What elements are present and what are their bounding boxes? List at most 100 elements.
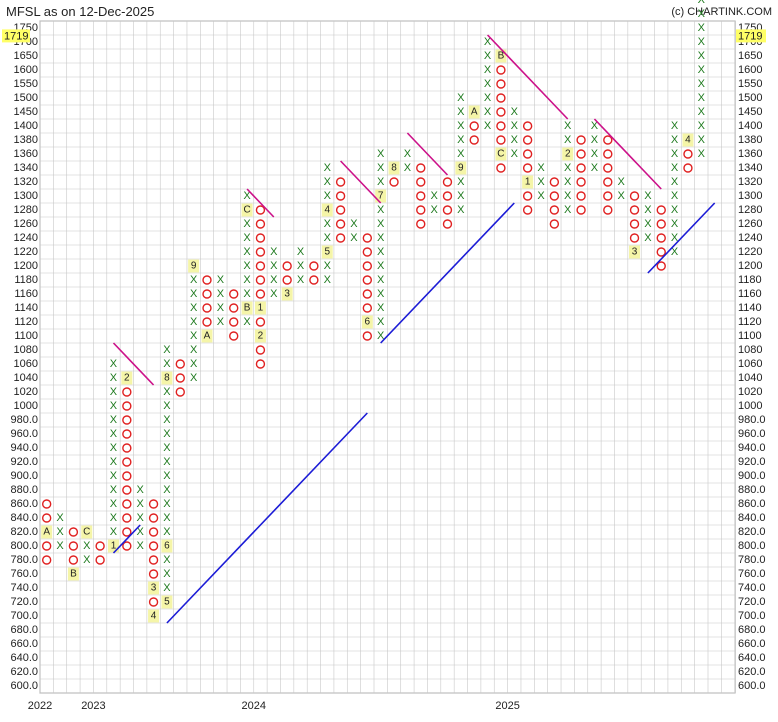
- o-mark: [496, 65, 506, 75]
- month-marker: A: [204, 331, 211, 342]
- month-marker: 4: [685, 135, 691, 146]
- pnf-column-22: [335, 177, 346, 243]
- month-marker-box: [468, 105, 480, 119]
- month-marker-box: [107, 539, 119, 553]
- support-trendline: [647, 202, 716, 274]
- o-mark: [656, 205, 666, 215]
- o-mark: [255, 247, 266, 257]
- o-mark: [603, 205, 613, 215]
- month-marker: 5: [324, 247, 330, 258]
- month-marker-box: [121, 371, 133, 385]
- x-mark: X: [217, 288, 225, 300]
- x-mark: X: [324, 260, 332, 272]
- x-mark: X: [484, 106, 492, 118]
- x-mark: X: [457, 204, 465, 216]
- x-mark: X: [511, 134, 519, 146]
- y-tick-label-right: 1180: [738, 274, 762, 286]
- x-mark: X: [190, 330, 198, 342]
- x-mark: X: [324, 176, 332, 188]
- o-mark: [148, 597, 159, 607]
- x-mark: X: [83, 540, 91, 552]
- month-marker-box: [161, 371, 173, 385]
- y-tick-label-left: 1550: [14, 78, 38, 90]
- x-mark: X: [110, 512, 118, 524]
- x-mark: X: [591, 120, 599, 132]
- o-mark: [656, 233, 666, 243]
- month-marker-box: [148, 609, 160, 623]
- y-tick-label-right: 1120: [738, 316, 762, 328]
- x-tick-label: 2023: [81, 700, 105, 712]
- y-tick-label-right: 1220: [738, 246, 762, 258]
- x-mark: X: [163, 568, 171, 580]
- y-tick-label-left: 1500: [14, 92, 38, 104]
- month-marker-box: [41, 525, 53, 539]
- x-mark: X: [671, 190, 679, 202]
- x-mark: X: [56, 526, 64, 538]
- y-tick-label-left: 600.0: [10, 680, 38, 692]
- y-tick-label-right: 880.0: [738, 484, 766, 496]
- pnf-column-10: [175, 359, 185, 397]
- o-mark: [362, 331, 373, 341]
- x-mark: X: [110, 456, 118, 468]
- o-mark: [335, 205, 346, 215]
- o-mark: [255, 219, 266, 229]
- x-mark: X: [671, 246, 679, 258]
- y-tick-label-left: 1320: [14, 176, 38, 188]
- o-mark: [522, 205, 533, 215]
- pnf-column-32: A: [468, 105, 480, 145]
- x-mark: X: [484, 92, 492, 104]
- pnf-column-27: XX: [404, 148, 412, 174]
- o-mark: [442, 205, 453, 215]
- x-mark: X: [377, 316, 385, 328]
- x-mark: X: [537, 162, 545, 174]
- x-mark: X: [137, 484, 145, 496]
- x-mark: X: [110, 386, 118, 398]
- x-mark: X: [404, 162, 412, 174]
- y-tick-label-left: 820.0: [10, 526, 38, 538]
- y-tick-label-right: 1550: [738, 78, 762, 90]
- x-mark: X: [430, 190, 438, 202]
- o-mark: [416, 163, 426, 173]
- x-mark: X: [83, 554, 91, 566]
- y-tick-label-right: 900.0: [738, 470, 766, 482]
- o-mark: [122, 401, 132, 411]
- o-mark: [549, 219, 560, 229]
- x-mark: X: [564, 204, 572, 216]
- x-mark: X: [350, 232, 358, 244]
- o-mark: [416, 177, 426, 187]
- month-marker: B: [498, 51, 505, 62]
- o-mark: [362, 233, 373, 243]
- o-mark: [122, 527, 132, 537]
- month-marker: C: [83, 527, 90, 538]
- pnf-column-19: XXX: [297, 246, 305, 286]
- month-marker: 2: [124, 373, 130, 384]
- o-mark: [68, 527, 79, 537]
- o-mark: [603, 149, 613, 159]
- month-marker: 1: [111, 541, 117, 552]
- o-mark: [122, 471, 132, 481]
- month-marker-box: [161, 539, 173, 553]
- o-mark: [255, 289, 266, 299]
- month-marker-box: [281, 287, 293, 301]
- x-mark: X: [511, 148, 519, 160]
- y-tick-label-left: 1450: [14, 106, 38, 118]
- o-mark: [175, 387, 185, 397]
- month-marker: 1: [525, 177, 531, 188]
- x-mark: X: [163, 582, 171, 594]
- o-mark: [255, 233, 266, 243]
- o-mark: [362, 261, 373, 271]
- x-mark: X: [163, 526, 171, 538]
- month-marker-box: [629, 245, 641, 259]
- o-mark: [229, 303, 239, 313]
- x-mark: X: [324, 232, 332, 244]
- o-mark: [522, 163, 533, 173]
- y-tick-label-right: 1600: [738, 64, 762, 76]
- x-mark: X: [243, 274, 251, 286]
- month-marker-box: [388, 161, 400, 175]
- x-mark: X: [484, 36, 492, 48]
